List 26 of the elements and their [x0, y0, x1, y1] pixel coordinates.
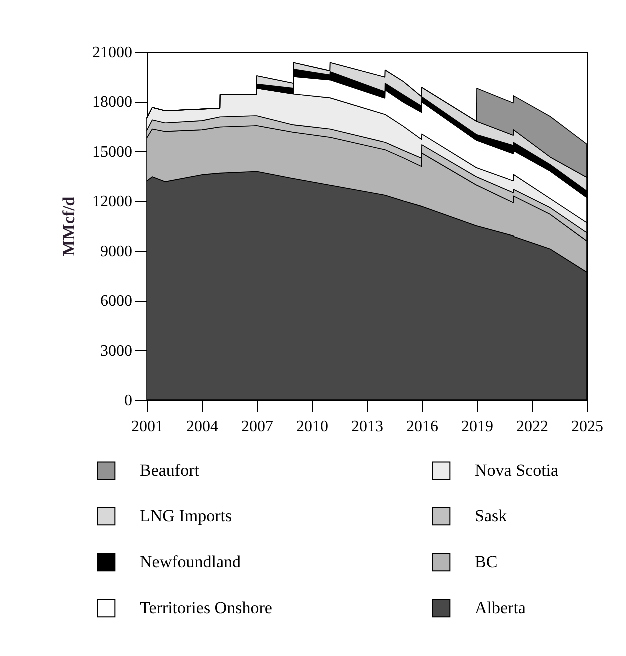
x-tick-label: 2016 — [406, 418, 438, 436]
x-tick-label: 2001 — [132, 418, 164, 436]
y-tick-label: 9000 — [100, 243, 132, 260]
y-tick-label: 15000 — [92, 144, 132, 161]
y-tick-label: 21000 — [92, 44, 132, 62]
y-tick-label: 0 — [124, 392, 132, 410]
legend-label: Newfoundland — [140, 552, 242, 572]
x-tick-label: 2004 — [186, 418, 218, 436]
x-tick-label: 2007 — [242, 418, 274, 436]
x-tick-label: 2019 — [462, 418, 494, 436]
y-tick-label: 12000 — [92, 194, 132, 211]
legend-label: LNG Imports — [140, 506, 232, 526]
x-tick-label: 2025 — [572, 418, 604, 436]
legend-label: Beaufort — [140, 460, 200, 480]
legend-label: Alberta — [475, 598, 526, 618]
y-tick-label: 6000 — [100, 293, 132, 310]
legend-label: Sask — [475, 506, 508, 526]
x-tick-label: 2022 — [516, 418, 548, 436]
y-axis-title: MMcf/d — [60, 196, 78, 256]
x-tick-label: 2010 — [296, 418, 328, 436]
legend-label: Nova Scotia — [475, 460, 560, 480]
y-tick-label: 18000 — [92, 94, 132, 112]
x-tick-label: 2013 — [352, 418, 384, 436]
legend-label: BC — [475, 552, 498, 572]
legend-label: Territories Onshore — [140, 598, 272, 618]
y-tick-label: 3000 — [100, 342, 132, 360]
